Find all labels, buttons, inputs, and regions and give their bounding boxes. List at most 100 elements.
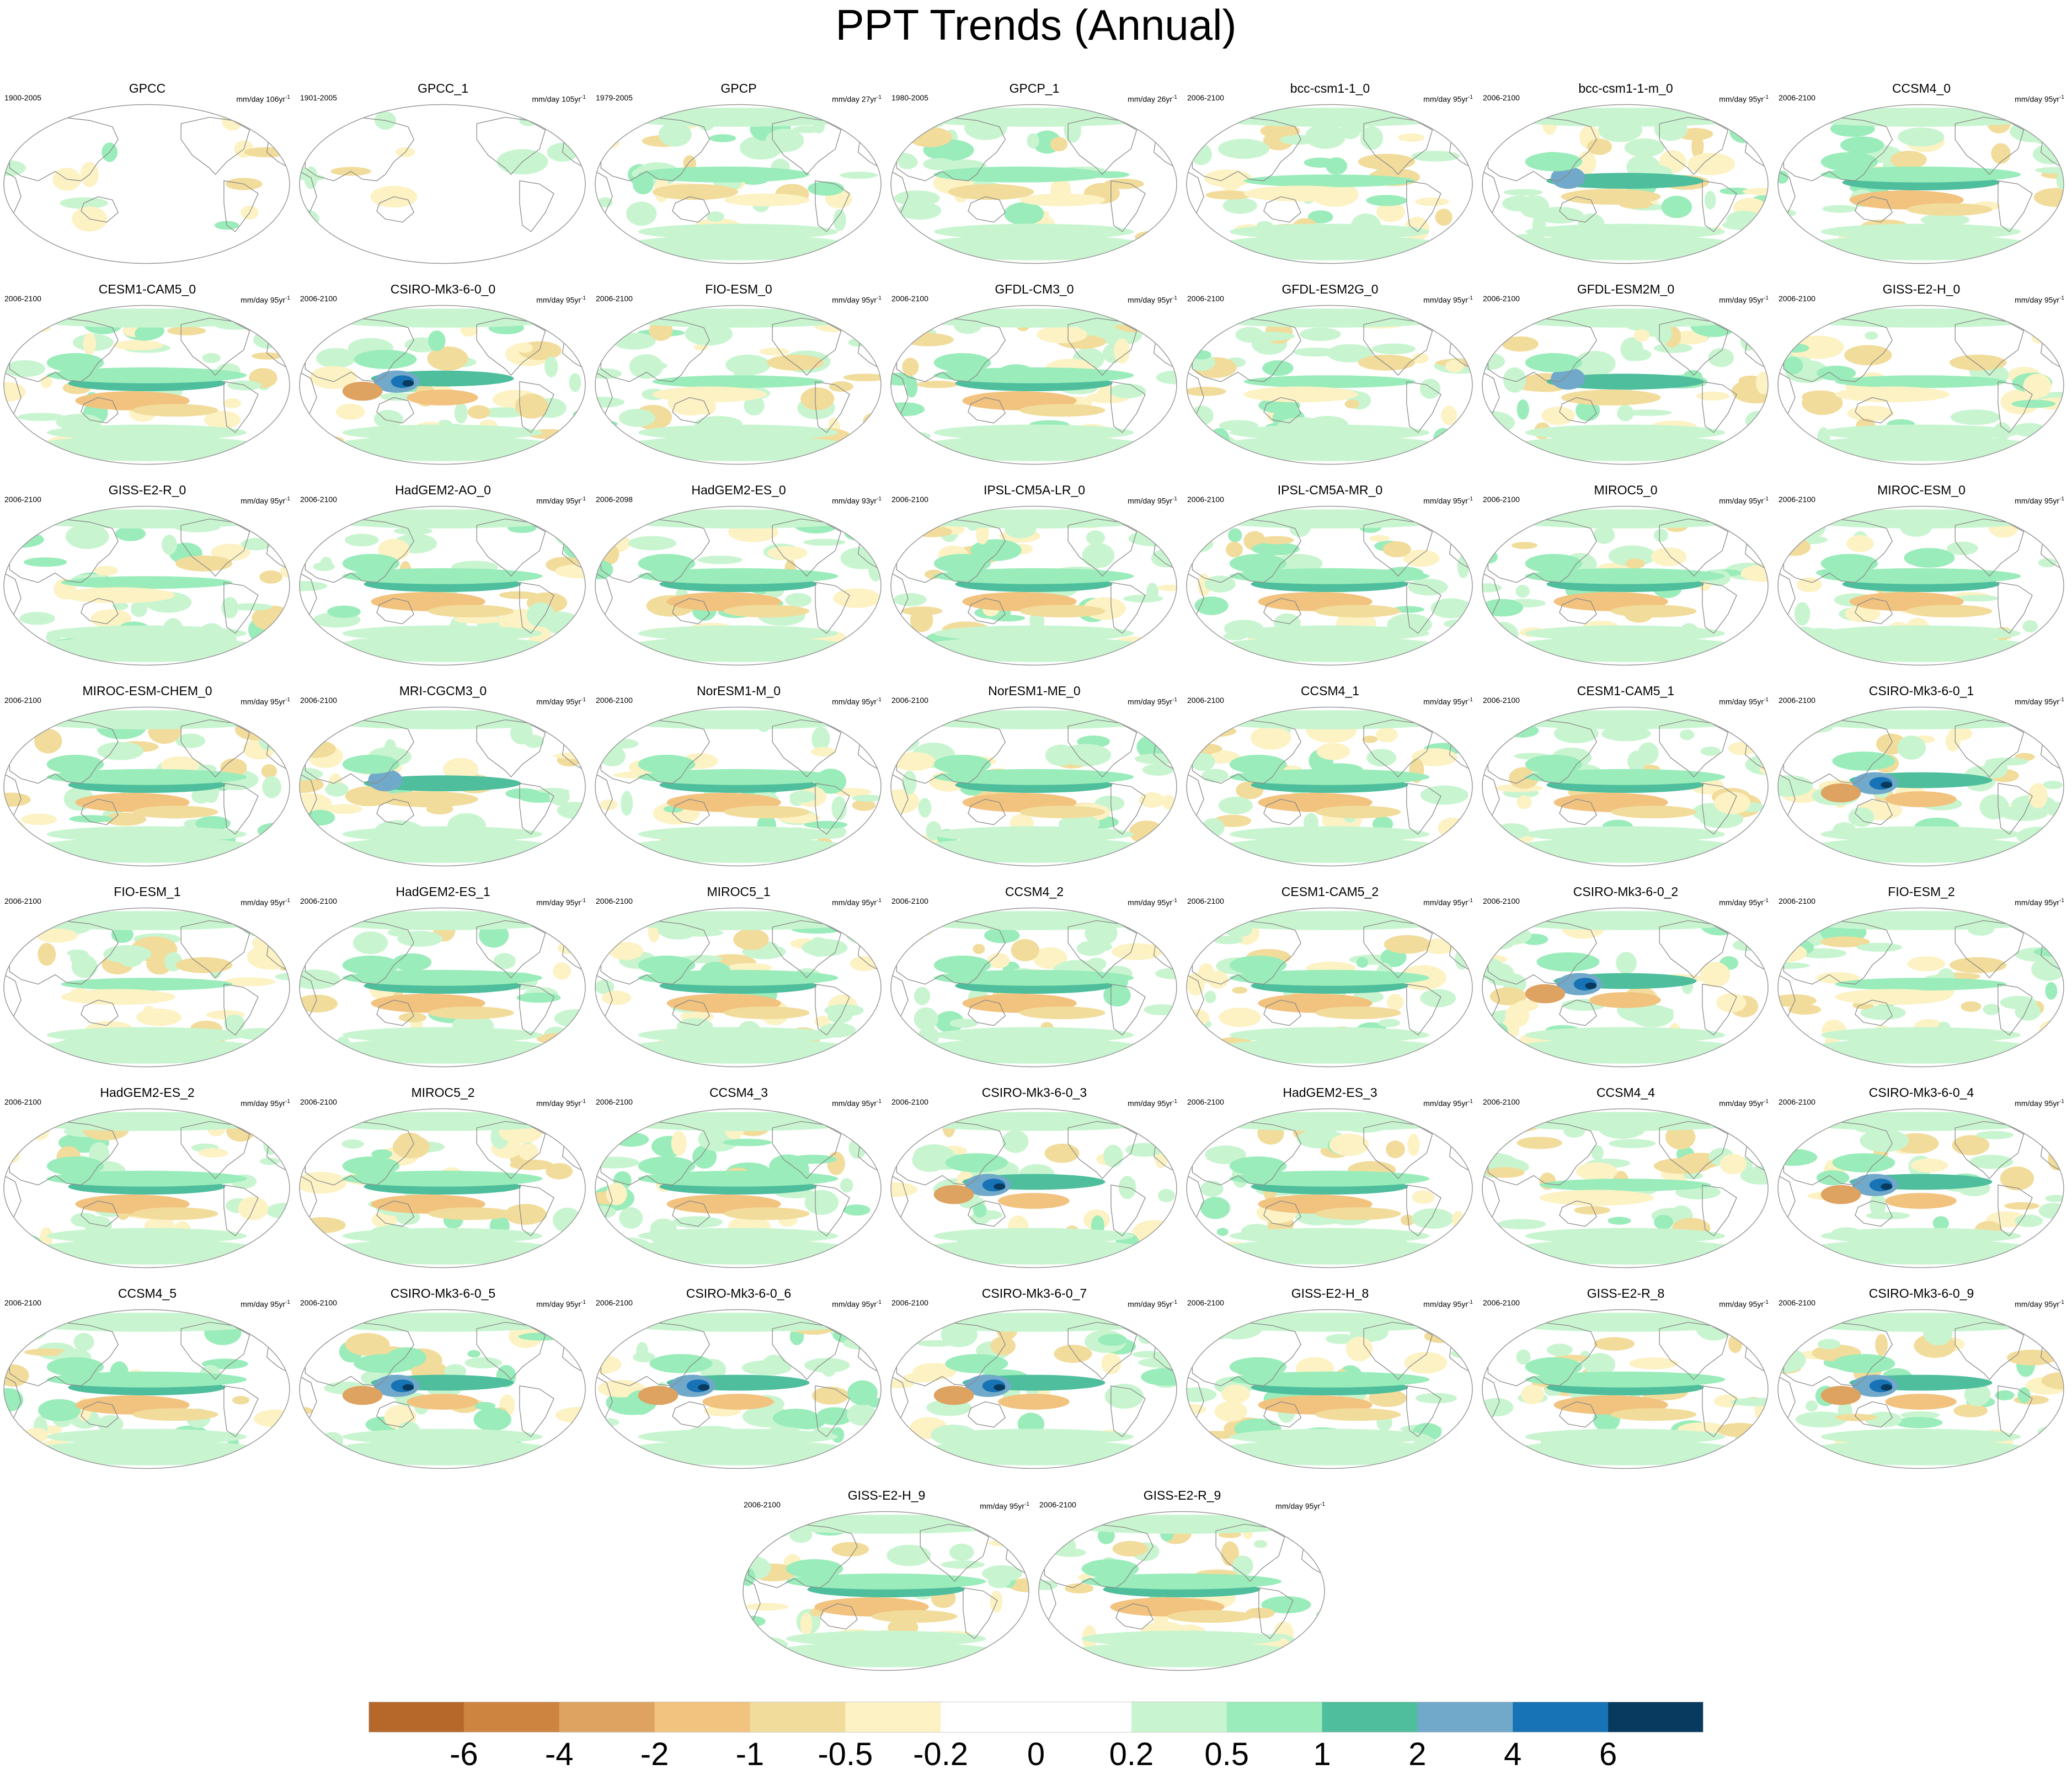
trend-patch	[46, 1170, 247, 1187]
panel-title: GISS-E2-H_9	[847, 1488, 926, 1502]
panel-period: 2006-2100	[1187, 1298, 1224, 1307]
coastline-australia	[1559, 1200, 1597, 1227]
trend-patch	[597, 197, 613, 207]
coastline-australia	[1855, 798, 1893, 825]
panel-units-text: mm/day 95yr	[1423, 1099, 1468, 1108]
panel-units-text: mm/day 95yr	[2015, 1299, 2060, 1309]
trend-patch	[18, 509, 276, 529]
trend-patch	[342, 1156, 400, 1176]
trend-patch	[556, 432, 580, 440]
trend-map	[743, 1511, 1029, 1671]
coastline-africa	[1187, 572, 1204, 621]
colorbar-tick-label: -1	[735, 1736, 765, 1772]
trend-patch	[1200, 710, 1459, 729]
trend-patch	[800, 1613, 813, 1637]
trend-patch	[1222, 198, 1257, 214]
trend-patch	[1125, 1143, 1163, 1157]
coastline-asia	[600, 920, 710, 985]
trend-patch	[1788, 1004, 1822, 1015]
trend-patch	[1820, 1185, 1861, 1204]
trend-patch	[504, 1204, 547, 1225]
trend-patch	[2038, 428, 2064, 451]
coastline-australia	[1559, 999, 1597, 1026]
trend-patch	[802, 939, 848, 957]
coastline-africa	[1778, 572, 1796, 621]
trend-patch	[933, 1428, 1134, 1445]
panel-title: CSIRO-Mk3-6-0_4	[1868, 1085, 1974, 1100]
map-panel: CSIRO-Mk3-6-0_9 2006-2100 mm/day 95yr-1	[1776, 1286, 2066, 1470]
trend-patch	[1979, 794, 2010, 819]
trend-patch	[1687, 153, 1735, 175]
trend-patch	[1820, 1228, 2021, 1244]
trend-patch	[1744, 1323, 1768, 1343]
map-panel: GFDL-ESM2G_0 2006-2100 mm/day 95yr-1	[1185, 281, 1475, 466]
trend-patch	[1019, 404, 1106, 417]
coastline-north-america	[1659, 1121, 1729, 1179]
trend-patch	[1608, 1139, 1656, 1148]
trend-patch	[990, 615, 1026, 622]
panel-units-exponent: -1	[1172, 496, 1177, 502]
trend-patch	[46, 769, 247, 785]
trend-patch	[1420, 785, 1468, 805]
trend-patch	[933, 223, 1134, 240]
trend-patch	[1651, 547, 1687, 566]
trend-patch	[1229, 1170, 1430, 1187]
trend-patch	[811, 1387, 849, 1405]
trend-patch	[402, 1384, 414, 1391]
coastline-north-america	[180, 920, 250, 978]
coastline-africa	[595, 773, 613, 822]
trend-map	[1186, 305, 1473, 465]
trend-patch	[1371, 343, 1416, 355]
trend-patch	[697, 556, 743, 564]
trend-map	[1777, 706, 2064, 867]
trend-patch	[914, 1007, 938, 1031]
panel-units-text: mm/day 95yr	[1128, 1299, 1173, 1309]
trend-patch	[1847, 406, 1894, 422]
trend-patch	[848, 338, 868, 347]
coastline-south-america	[223, 582, 259, 634]
trend-patch	[1832, 1153, 1895, 1172]
trend-patch	[1189, 1426, 1206, 1436]
trend-map	[890, 505, 1177, 666]
coastline-south-america	[223, 984, 259, 1036]
panel-period: 2006-2100	[1187, 897, 1224, 905]
trend-patch	[223, 398, 242, 408]
trend-patch	[2000, 1166, 2034, 1191]
trend-patch	[1633, 329, 1650, 342]
map-panel: MIROC5_0 2006-2100 mm/day 95yr-1	[1481, 482, 1771, 667]
trend-patch	[1187, 1330, 1230, 1341]
trend-patch	[266, 1335, 279, 1344]
coastline-africa	[300, 572, 317, 621]
trend-patch	[34, 728, 62, 754]
panel-units: mm/day 105yr-1	[532, 93, 586, 104]
coastline-australia	[968, 598, 1006, 625]
trend-patch	[616, 1440, 860, 1465]
coastline-south-america	[1258, 1587, 1294, 1639]
panel-units: mm/day 95yr-1	[241, 494, 290, 506]
panel-units-exponent: -1	[285, 898, 290, 904]
coastline-asia	[1192, 920, 1301, 985]
trend-patch	[1516, 1137, 1562, 1149]
trend-patch	[1444, 619, 1472, 628]
coastline-africa	[300, 773, 317, 822]
trend-patch	[1949, 957, 2007, 973]
coastline-asia	[1192, 1321, 1301, 1387]
trend-map	[1482, 1108, 1769, 1268]
panel-units: mm/day 95yr-1	[832, 695, 882, 707]
trend-patch	[2050, 433, 2064, 454]
coastline-asia	[896, 518, 1006, 583]
coastline-africa	[1482, 1376, 1500, 1425]
trend-patch	[517, 343, 533, 353]
map-panel: NorESM1-ME_0 2006-2100 mm/day 95yr-1	[889, 683, 1179, 868]
trend-patch	[616, 636, 860, 662]
map-panel: MRI-CGCM3_0 2006-2100 mm/day 95yr-1	[298, 683, 588, 868]
trend-patch	[571, 923, 585, 945]
map-frame	[3, 1309, 290, 1469]
trend-patch	[902, 770, 917, 795]
trend-patch	[1616, 952, 1637, 974]
colorbar-segment	[1036, 1702, 1132, 1733]
trend-patch	[1561, 390, 1661, 406]
coastline-north-america	[772, 1321, 842, 1380]
trend-patch	[800, 387, 835, 411]
trend-patch	[1525, 353, 1583, 372]
